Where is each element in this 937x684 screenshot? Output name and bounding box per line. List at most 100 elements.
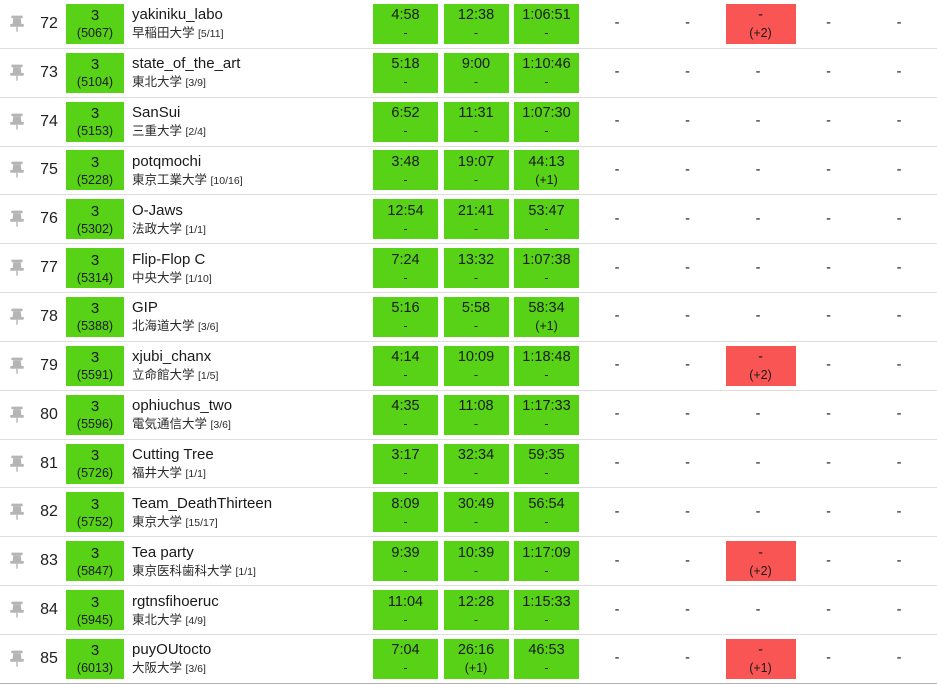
pin-button[interactable] (0, 308, 34, 326)
problem-column: 19:07 - (443, 150, 515, 191)
rank-number: 74 (40, 112, 58, 130)
problem-column: 11:08 - (443, 394, 515, 435)
problem-column: - (585, 492, 656, 532)
problem-result-cell: 11:08 - (443, 394, 509, 435)
problem-column: - (655, 590, 726, 630)
pin-button[interactable] (0, 259, 34, 277)
solved-count-cell: 3 (5302) (66, 199, 124, 240)
problem-column: - (585, 248, 656, 288)
team-id: (5067) (76, 26, 114, 41)
problem-penalty: (+2) (749, 563, 772, 578)
problem-column: 4:35 - (373, 394, 444, 435)
problem-result-cell: - (585, 150, 650, 190)
problem-column: - (585, 590, 656, 630)
problem-result-cell: 32:34 - (443, 443, 509, 484)
problem-result-cell: - (655, 150, 720, 190)
problem-column: - (655, 199, 726, 239)
problem-penalty: - (473, 270, 479, 285)
problem-result-cell: 3:17 - (373, 443, 438, 484)
problem-result-cell: - (726, 590, 791, 630)
problem-result-cell: - (726, 444, 791, 484)
problem-column: 26:16 (+1) (443, 638, 515, 679)
problem-time: 53:47 (528, 202, 565, 219)
problem-column: - (+2) (725, 541, 797, 582)
problem-column: - (+1) (725, 638, 797, 679)
problem-column: 1:17:09 - (514, 541, 585, 582)
problem-result-cell: 56:54 - (514, 492, 579, 533)
problem-column: - (867, 639, 937, 679)
problem-column: - (655, 639, 726, 679)
problem-time: 13:32 (457, 251, 495, 268)
problem-time: - (896, 64, 902, 81)
problem-time: - (896, 503, 902, 520)
team-name: Tea party (132, 543, 194, 561)
problem-time: - (614, 406, 620, 423)
team-name: potqmochi (132, 152, 202, 170)
rank-number: 79 (40, 356, 58, 374)
problem-column: - (796, 492, 867, 532)
problem-time: 10:39 (457, 544, 495, 561)
team-id: (5752) (76, 514, 114, 529)
problem-result-cell: - (796, 53, 861, 93)
problem-time: - (685, 455, 690, 472)
problem-column: - (585, 199, 656, 239)
problem-time: - (614, 552, 620, 569)
table-row: 75 3 (5228) potqmochi 東京工業大学 [10/16] 3:4… (0, 146, 937, 196)
problem-result-cell: - (585, 395, 650, 435)
problem-time: - (685, 64, 690, 81)
pushpin-icon (10, 210, 24, 228)
problem-result-cell: 19:07 - (443, 150, 509, 191)
pin-button[interactable] (0, 503, 34, 521)
problem-result-cell: 5:16 - (373, 296, 438, 337)
problem-result-cell: - (655, 590, 720, 630)
pin-button[interactable] (0, 455, 34, 473)
problem-time: - (755, 503, 761, 520)
university-rank-bracket: [5/11] (198, 28, 224, 41)
pin-button[interactable] (0, 15, 34, 33)
problem-penalty: - (544, 661, 549, 676)
problem-time: 6:52 (391, 105, 420, 122)
pin-button[interactable] (0, 64, 34, 82)
problem-result-cell: - (585, 4, 650, 44)
pushpin-icon (10, 552, 24, 570)
problem-cells: 12:54 - 21:41 - 53:47 - - - - (373, 199, 937, 240)
problem-result-cell: - (796, 444, 861, 484)
problem-time: 3:17 (391, 447, 420, 464)
problem-cells: 4:14 - 10:09 - 1:18:48 - - - - (+2) (373, 345, 937, 386)
problem-result-cell: - (655, 199, 720, 239)
problem-time: 9:39 (391, 544, 420, 561)
problem-column: 3:48 - (373, 150, 444, 191)
problem-penalty: - (544, 221, 549, 236)
pin-button[interactable] (0, 650, 34, 668)
pin-button[interactable] (0, 161, 34, 179)
problem-result-cell: 9:39 - (373, 541, 438, 582)
problem-column: - (796, 150, 867, 190)
pin-button[interactable] (0, 601, 34, 619)
problem-result-cell: - (655, 102, 720, 142)
pushpin-icon (10, 357, 24, 375)
pin-button[interactable] (0, 210, 34, 228)
problem-result-cell: 4:35 - (373, 394, 438, 435)
problem-time: 32:34 (457, 447, 495, 464)
problem-column: - (585, 297, 656, 337)
pin-button[interactable] (0, 552, 34, 570)
problem-column: - (796, 444, 867, 484)
problem-cells: 3:17 - 32:34 - 59:35 - - - - (373, 443, 937, 484)
problem-time: - (685, 15, 690, 32)
problem-cells: 7:04 - 26:16 (+1) 46:53 - - - - (+1) (373, 638, 937, 679)
problem-result-cell: - (867, 297, 932, 337)
solved-count-cell: 3 (5752) (66, 492, 124, 533)
pin-button[interactable] (0, 357, 34, 375)
problem-result-cell: 5:58 - (443, 296, 509, 337)
solved-count-cell: 3 (5388) (66, 296, 124, 337)
problem-result-cell: - (796, 150, 861, 190)
pin-button[interactable] (0, 406, 34, 424)
pushpin-icon (10, 15, 24, 33)
problem-result-cell: - (726, 297, 791, 337)
problem-time: 1:10:46 (522, 56, 571, 73)
pin-button[interactable] (0, 113, 34, 131)
team-university: 早稲田大学 [5/11] (132, 25, 373, 42)
solved-count: 3 (90, 153, 100, 171)
problem-penalty: - (473, 221, 479, 236)
problem-time: - (685, 308, 690, 325)
